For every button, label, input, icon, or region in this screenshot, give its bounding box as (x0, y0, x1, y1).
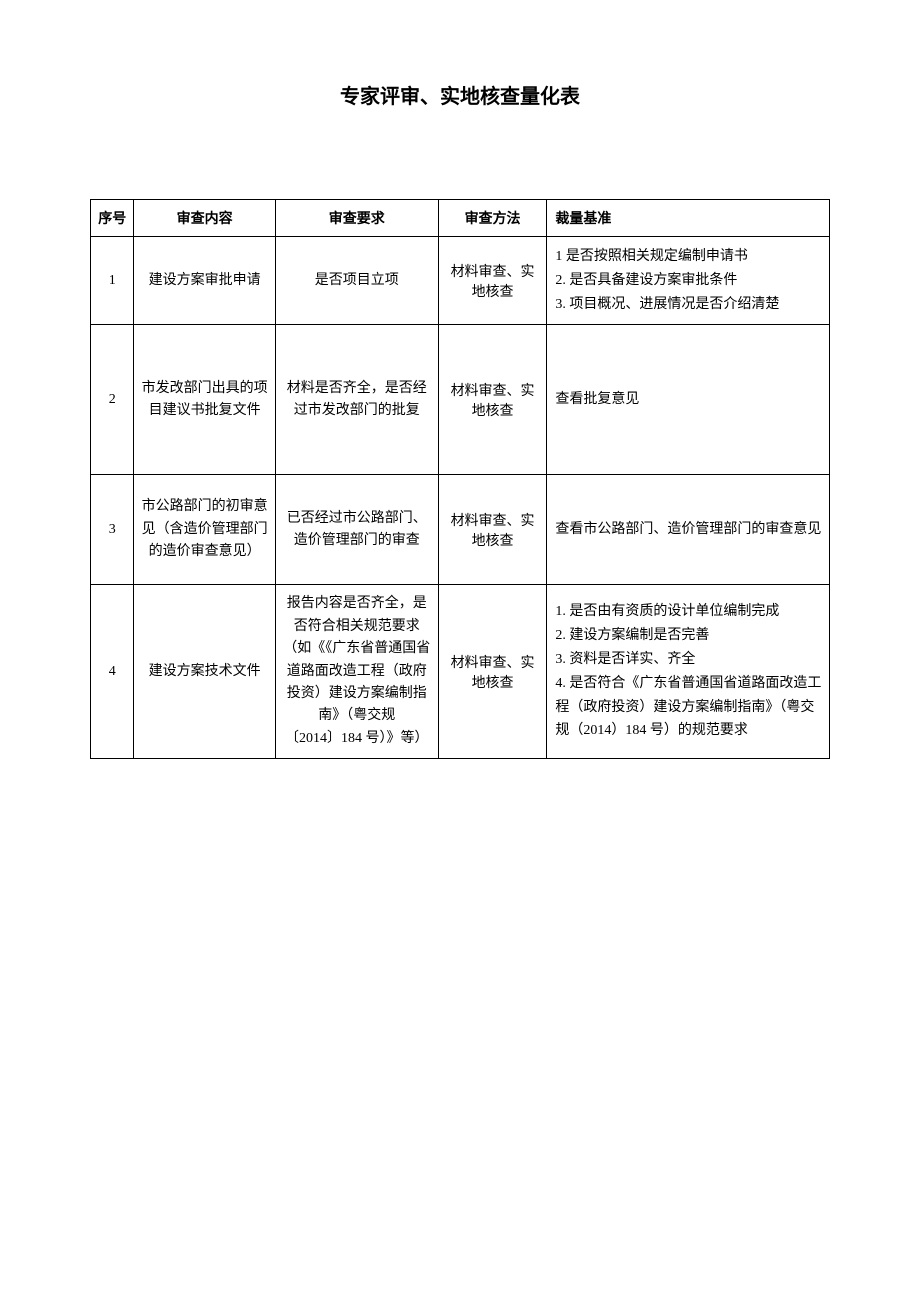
table-row: 4 建设方案技术文件 报告内容是否齐全，是否符合相关规范要求（如《《广东省普通国… (91, 585, 830, 759)
header-basis: 裁量基准 (547, 200, 830, 237)
header-seq: 序号 (91, 200, 134, 237)
cell-seq: 4 (91, 585, 134, 759)
cell-req: 报告内容是否齐全，是否符合相关规范要求（如《《广东省普通国省道路面改造工程（政府… (275, 585, 438, 759)
cell-basis: 查看市公路部门、造价管理部门的审查意见 (547, 475, 830, 585)
cell-basis: 1. 是否由有资质的设计单位编制完成2. 建设方案编制是否完善3. 资料是否详实… (547, 585, 830, 759)
cell-method: 材料审查、实地核查 (438, 325, 547, 475)
cell-content: 建设方案技术文件 (134, 585, 275, 759)
cell-req: 是否项目立项 (275, 237, 438, 325)
cell-content: 市公路部门的初审意见（含造价管理部门的造价审查意见） (134, 475, 275, 585)
header-method: 审查方法 (438, 200, 547, 237)
cell-req: 材料是否齐全，是否经过市发改部门的批复 (275, 325, 438, 475)
cell-basis: 查看批复意见 (547, 325, 830, 475)
cell-seq: 3 (91, 475, 134, 585)
cell-method: 材料审查、实地核查 (438, 237, 547, 325)
review-table: 序号 审查内容 审查要求 审查方法 裁量基准 1 建设方案审批申请 是否项目立项… (90, 199, 830, 759)
header-content: 审查内容 (134, 200, 275, 237)
header-req: 审查要求 (275, 200, 438, 237)
cell-content: 市发改部门出具的项目建议书批复文件 (134, 325, 275, 475)
cell-seq: 2 (91, 325, 134, 475)
cell-method: 材料审查、实地核查 (438, 585, 547, 759)
page-title: 专家评审、实地核查量化表 (90, 80, 830, 109)
cell-seq: 1 (91, 237, 134, 325)
cell-method: 材料审查、实地核查 (438, 475, 547, 585)
cell-content: 建设方案审批申请 (134, 237, 275, 325)
table-row: 3 市公路部门的初审意见（含造价管理部门的造价审查意见） 已否经过市公路部门、造… (91, 475, 830, 585)
table-header-row: 序号 审查内容 审查要求 审查方法 裁量基准 (91, 200, 830, 237)
table-row: 2 市发改部门出具的项目建议书批复文件 材料是否齐全，是否经过市发改部门的批复 … (91, 325, 830, 475)
cell-basis: 1 是否按照相关规定编制申请书2. 是否具备建设方案审批条件3. 项目概况、进展… (547, 237, 830, 325)
table-row: 1 建设方案审批申请 是否项目立项 材料审查、实地核查 1 是否按照相关规定编制… (91, 237, 830, 325)
cell-req: 已否经过市公路部门、造价管理部门的审查 (275, 475, 438, 585)
